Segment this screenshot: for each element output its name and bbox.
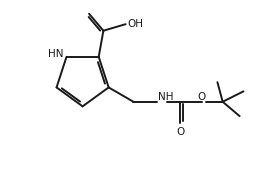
Text: NH: NH [158,92,173,102]
Text: OH: OH [127,19,143,29]
Text: O: O [176,127,185,137]
Text: O: O [198,92,206,102]
Text: HN: HN [48,49,63,59]
